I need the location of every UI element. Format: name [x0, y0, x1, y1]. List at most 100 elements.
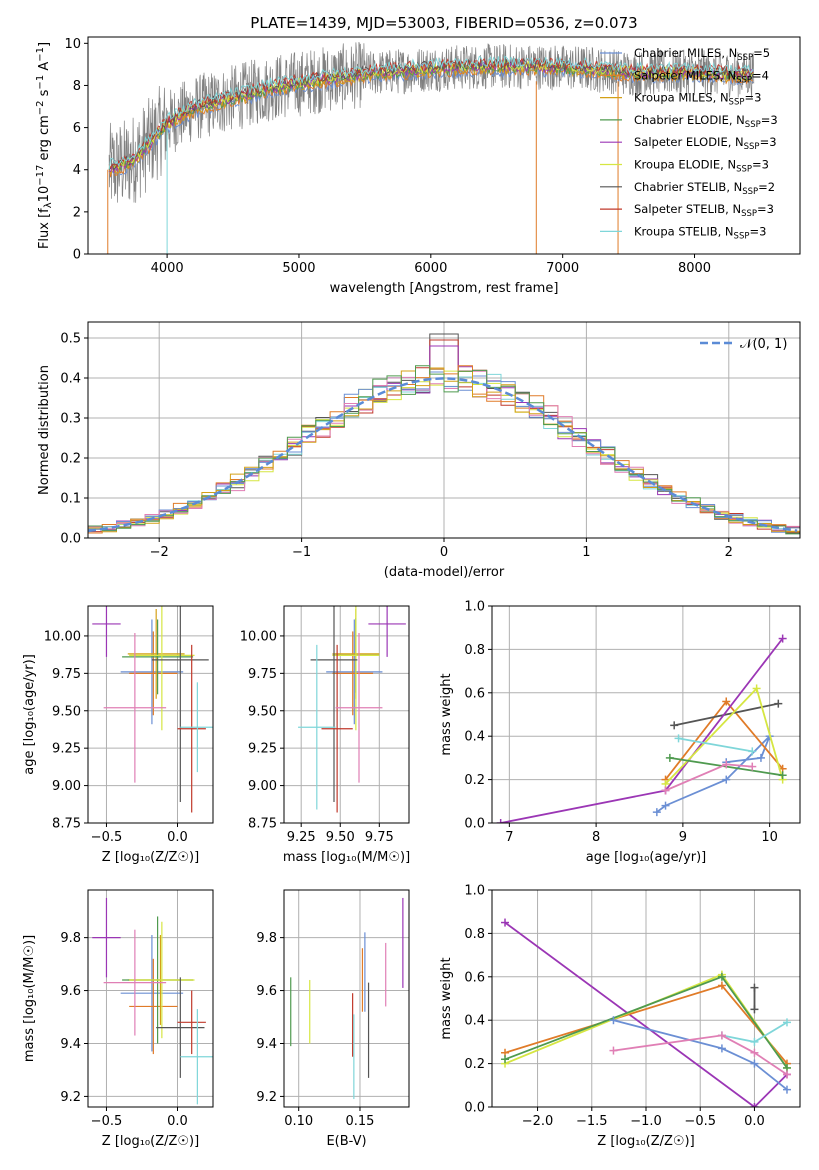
legend-text: Kroupa MILES, N [634, 91, 729, 105]
plot-area [88, 333, 800, 538]
x-tick-label: 9.75 [365, 830, 394, 845]
axes-frame [283, 889, 410, 1108]
x-axis-label: age [log₁₀(age/yr)] [586, 850, 707, 865]
legend-text: =4 [752, 68, 769, 82]
y-axis-label-part: Flux [f [37, 208, 52, 249]
x-tick-label: 5000 [282, 261, 315, 276]
x-tick-label: 8000 [678, 261, 711, 276]
axes-frame [87, 36, 801, 255]
y-tick-label: 0.2 [60, 452, 81, 467]
model-spectrum [108, 56, 754, 169]
plot-area [501, 918, 791, 1107]
legend-text: =5 [753, 46, 770, 60]
axes-frame [87, 889, 214, 1108]
y-axis-label-part: −1 [35, 75, 46, 90]
residuals-panel: −2 −1 0 1 2 0.0 0.1 0.2 0.3 0.4 0.5 (data-model)/er… [37, 321, 801, 580]
y-tick-label: 9.25 [52, 742, 81, 757]
x-tick-label: 2 [725, 545, 733, 560]
y-tick-label: 4 [73, 163, 81, 178]
y-axis-label: age [log₁₀(age/yr)] [22, 654, 37, 775]
legend-entry: 𝒩(0, 1) [740, 337, 787, 352]
y-tick-label: 10.00 [240, 629, 277, 644]
y-tick-label: 8.75 [52, 817, 81, 832]
y-tick-label: 10.00 [44, 629, 81, 644]
x-tick-label: 7000 [546, 261, 579, 276]
x-tick-label: 9.25 [287, 830, 316, 845]
legend-text: =3 [757, 202, 774, 216]
y-axis-label-part: erg cm [37, 115, 52, 164]
legend-text: Chabrier ELODIE, N [634, 113, 745, 127]
y-axis-label-part: −2 [35, 100, 46, 115]
weight-series-line [504, 921, 788, 1107]
age-vs-mass-panel: 9.25 9.50 9.75 8.75 9.00 9.25 9.50 9.75 10.00 mas… [240, 605, 410, 865]
y-axis-label-part: ] [37, 42, 52, 47]
y-tick-label: 1.0 [464, 600, 485, 615]
x-tick-label: 7 [505, 830, 513, 845]
legend-subscript: SSP [744, 142, 760, 152]
y-tick-label: 0.5 [60, 332, 81, 347]
y-tick-label: 0.2 [464, 773, 485, 788]
y-tick-label: 0.6 [464, 970, 485, 985]
y-axis-label: mass [log₁₀(M/M☉)] [22, 935, 37, 1062]
y-tick-label: 0.4 [464, 730, 485, 745]
y-tick-label: 9.8 [256, 931, 277, 946]
axes-frame [491, 605, 801, 824]
x-tick-label: 0.0 [744, 1114, 765, 1129]
legend-text: =3 [752, 158, 769, 172]
legend-entry: Kroupa STELIB, NSSP=3 [634, 224, 766, 241]
y-tick-label: 0.6 [464, 686, 485, 701]
legend-text: Salpeter STELIB, N [634, 202, 741, 216]
weight-series-line [613, 1019, 788, 1091]
plot-area [496, 634, 787, 823]
x-axis-label: Z [log₁₀(Z/Z☉)] [102, 1134, 199, 1149]
legend-text: Kroupa ELODIE, N [634, 158, 736, 172]
mass-vs-metallicity-panel: −0.5 0.0 9.2 9.4 9.6 9.8 Z [log₁₀(Z/Z☉)] mass [… [22, 889, 214, 1149]
weight-vs-age-panel: 7 8 9 10 0.0 0.2 0.4 0.6 0.8 1.0 age [log₁₀(age/yr… [439, 600, 801, 865]
y-tick-label: 8 [73, 79, 81, 94]
y-axis-label: mass weight [439, 673, 454, 755]
x-tick-label: −0.5 [91, 830, 123, 845]
age-vs-metallicity-panel: −0.5 0.0 8.75 9.00 9.25 9.50 9.75 10.00 Z [log₁₀… [22, 605, 214, 865]
legend-subscript: SSP [736, 165, 752, 175]
plot-area [107, 42, 755, 254]
legend-entry: Chabrier MILES, NSSP=5 [634, 46, 770, 63]
legend-subscript: SSP [729, 98, 745, 108]
x-tick-label: 0.15 [346, 1114, 375, 1129]
legend-subscript: SSP [742, 187, 758, 197]
x-tick-label: −1.0 [630, 1114, 662, 1129]
legend-subscript: SSP [734, 231, 750, 241]
x-tick-label: 6000 [414, 261, 447, 276]
x-tick-label: 4000 [151, 261, 184, 276]
y-tick-label: 9.8 [60, 931, 81, 946]
plot-area [290, 897, 404, 1100]
y-tick-label: 9.6 [256, 984, 277, 999]
x-axis-label: Z [log₁₀(Z/Z☉)] [597, 1134, 694, 1149]
legend-entry: Salpeter ELODIE, NSSP=3 [634, 135, 777, 152]
y-tick-label: 0.4 [60, 372, 81, 387]
weight-vs-metallicity-panel: −2.0 −1.5 −1.0 −0.5 0.0 0.0 0.2 0.4 0.6 0.8 1.0 Z [… [439, 884, 801, 1149]
y-tick-label: 0.8 [464, 927, 485, 942]
legend-text: =2 [758, 180, 775, 194]
y-tick-label: 0.8 [464, 643, 485, 658]
y-axis-label: Normed distribution [37, 365, 52, 495]
x-tick-label: 0.0 [167, 830, 188, 845]
legend-text: =3 [749, 224, 766, 238]
normal-reference-curve [88, 377, 798, 533]
y-tick-label: 9.6 [60, 984, 81, 999]
y-tick-label: 0.4 [464, 1014, 485, 1029]
y-tick-label: 9.00 [52, 779, 81, 794]
legend-entry: Chabrier ELODIE, NSSP=3 [634, 113, 778, 130]
x-tick-label: 8 [592, 830, 600, 845]
legend-text: =3 [760, 135, 777, 149]
y-axis-label-part: λ [43, 202, 54, 208]
observed-spectrum [108, 42, 755, 203]
legend-subscript: SSP [737, 53, 753, 63]
y-tick-label: 1.0 [464, 884, 485, 899]
y-tick-label: 9.50 [52, 704, 81, 719]
plot-area [298, 606, 406, 813]
y-axis-label: mass weight [439, 957, 454, 1039]
y-tick-label: 9.75 [248, 667, 277, 682]
legend-entry: Kroupa MILES, NSSP=3 [634, 91, 761, 108]
legend-entry: Salpeter MILES, NSSP=4 [634, 68, 769, 85]
